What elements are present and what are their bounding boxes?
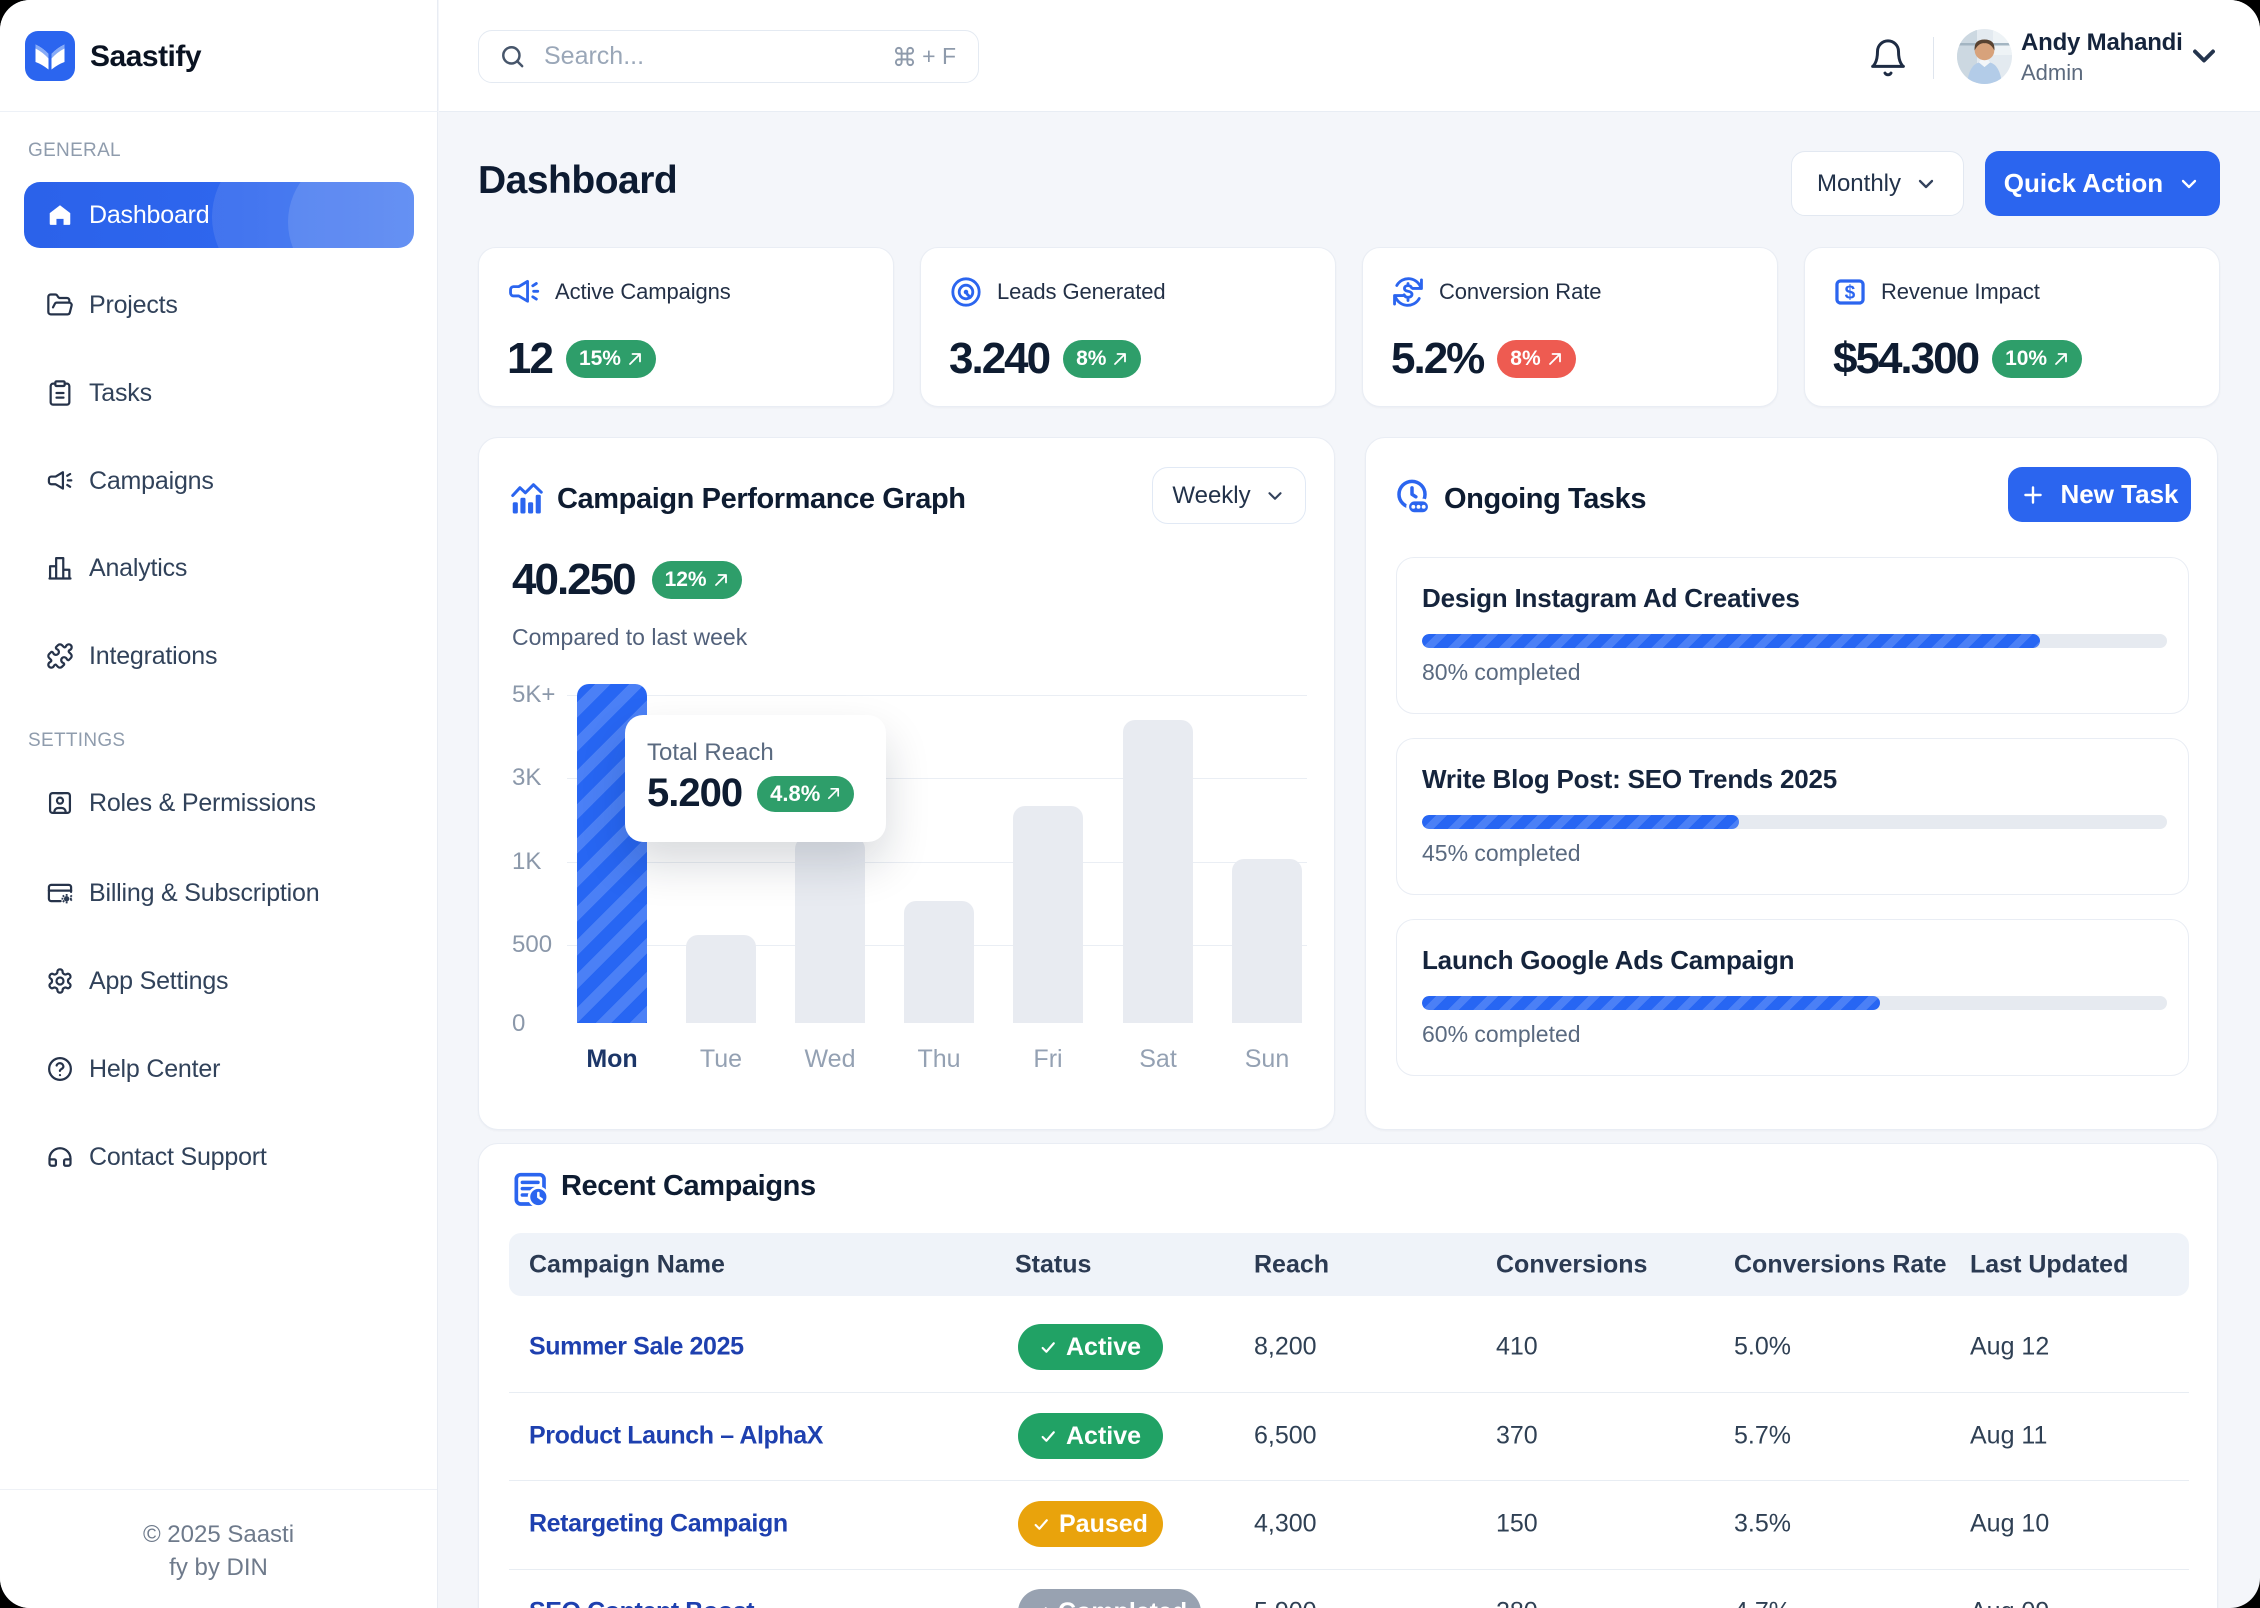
svg-text:$: $ — [1845, 283, 1856, 304]
